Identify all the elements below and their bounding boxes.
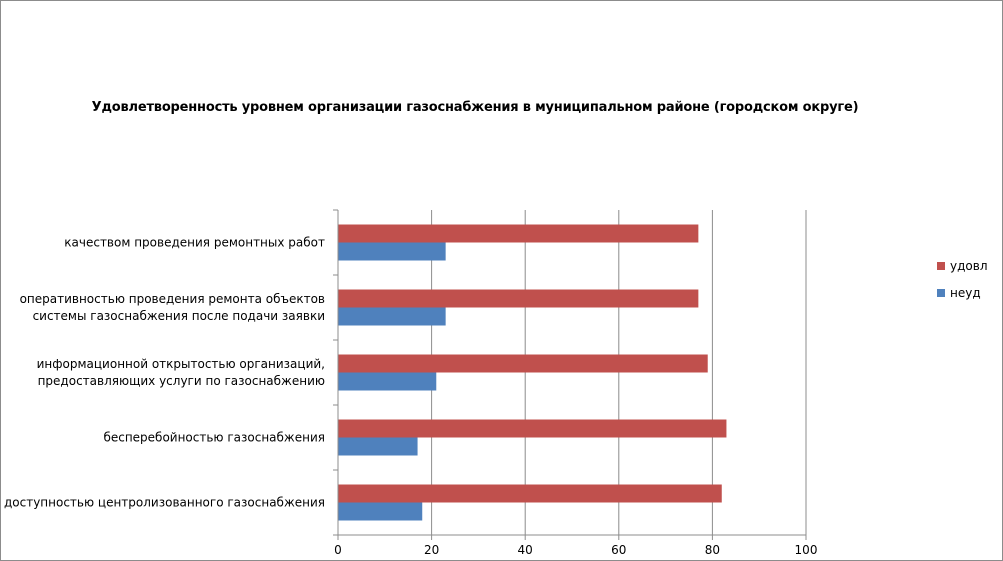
x-tick-label: 60	[611, 543, 626, 557]
x-tick-label: 0	[334, 543, 342, 557]
bar-удовл	[338, 224, 699, 243]
bar-неуд	[338, 437, 418, 456]
legend-swatch-удовл	[937, 262, 945, 270]
category-label: доступностью центролизованного газоснабж…	[4, 496, 325, 510]
legend-label: удовл	[950, 259, 987, 273]
bar-удовл	[338, 354, 708, 373]
category-label: бесперебойностью газоснабжения	[103, 431, 325, 445]
x-tick-label: 40	[518, 543, 533, 557]
chart-title: Удовлетворенность уровнем организации га…	[91, 100, 859, 115]
bars	[338, 224, 727, 521]
x-tick-label: 80	[705, 543, 720, 557]
bar-неуд	[338, 372, 437, 391]
category-label: оперативностью проведения ремонта объект…	[20, 292, 325, 306]
bar-удовл	[338, 484, 722, 503]
legend-swatch-неуд	[937, 289, 945, 297]
category-label: системы газоснабжения после подачи заявк…	[33, 309, 325, 323]
legend-label: неуд	[950, 286, 981, 300]
bar-неуд	[338, 502, 423, 521]
x-tick-label: 20	[424, 543, 439, 557]
bar-неуд	[338, 307, 446, 326]
x-tick-label: 100	[795, 543, 818, 557]
category-label: информационной открытостью организаций,	[37, 357, 325, 371]
category-label: предоставляющих услуги по газоснабжению	[38, 374, 325, 388]
bar-неуд	[338, 242, 446, 261]
bar-удовл	[338, 289, 699, 308]
axes	[333, 209, 807, 540]
legend: удовл неуд	[937, 259, 987, 300]
tick-labels: 0 20 40 60 80 100	[334, 543, 817, 557]
bar-удовл	[338, 419, 727, 438]
category-labels: качеством проведения ремонтных работ опер…	[4, 236, 325, 510]
category-label: качеством проведения ремонтных работ	[64, 236, 325, 250]
